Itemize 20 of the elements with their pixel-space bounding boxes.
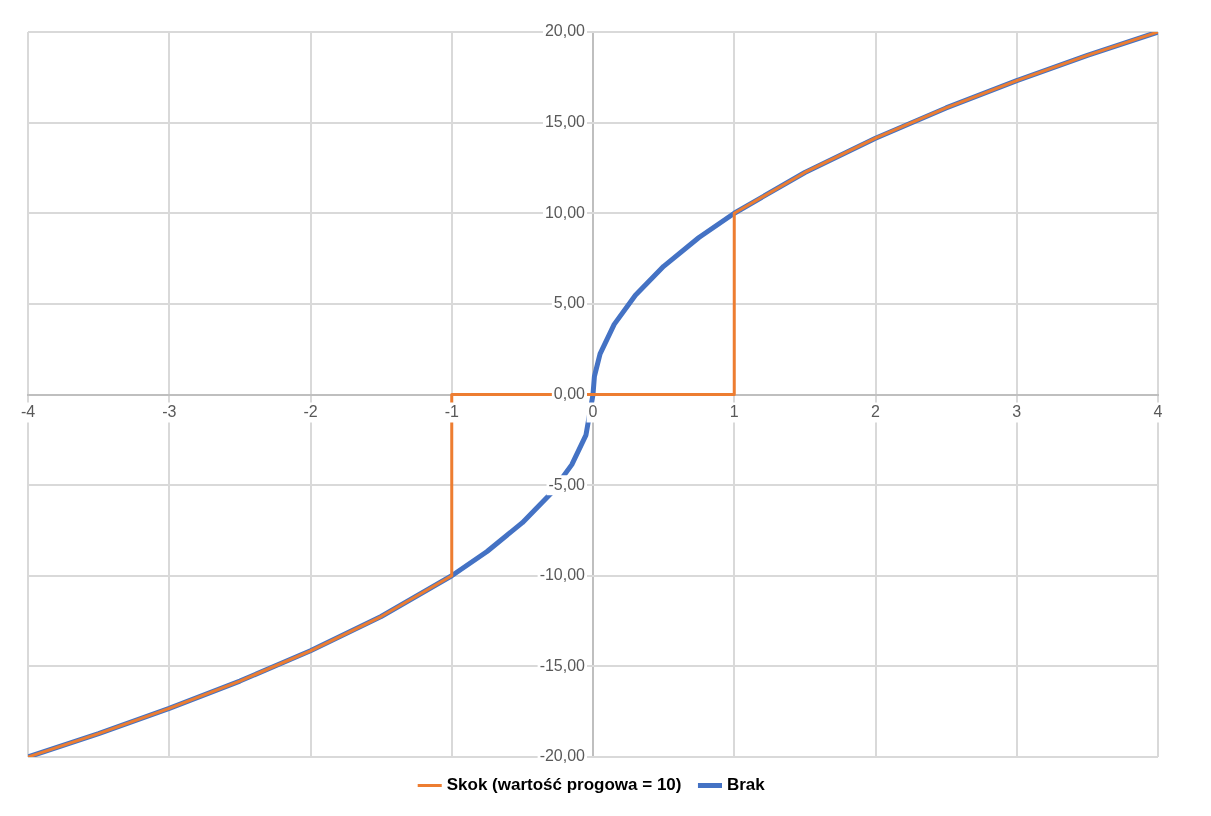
x-tick-label: -3 <box>162 402 177 420</box>
x-tick-label: -1 <box>444 402 459 420</box>
y-tick-label: -5,00 <box>548 475 586 493</box>
y-tick-label: -15,00 <box>539 656 586 674</box>
y-tick-label: -20,00 <box>539 747 586 765</box>
y-tick-label: -10,00 <box>539 566 586 584</box>
y-tick-label: 15,00 <box>544 113 586 131</box>
x-tick-label: 0 <box>588 402 598 420</box>
y-tick-label: 20,00 <box>544 22 586 40</box>
x-tick-label: -4 <box>20 402 36 420</box>
y-tick-label: 5,00 <box>553 294 586 312</box>
x-tick-label: 2 <box>871 402 881 420</box>
x-tick-label: 4 <box>1153 402 1163 420</box>
y-tick-label: 0,00 <box>553 384 586 402</box>
x-tick-label: 1 <box>729 402 739 420</box>
y-tick-label: 10,00 <box>544 203 586 221</box>
x-tick-label: 3 <box>1012 402 1022 420</box>
legend-label: Skok (wartość progowa = 10) <box>446 775 682 795</box>
x-tick-label: -2 <box>303 402 318 420</box>
legend-label: Brak <box>726 775 766 795</box>
